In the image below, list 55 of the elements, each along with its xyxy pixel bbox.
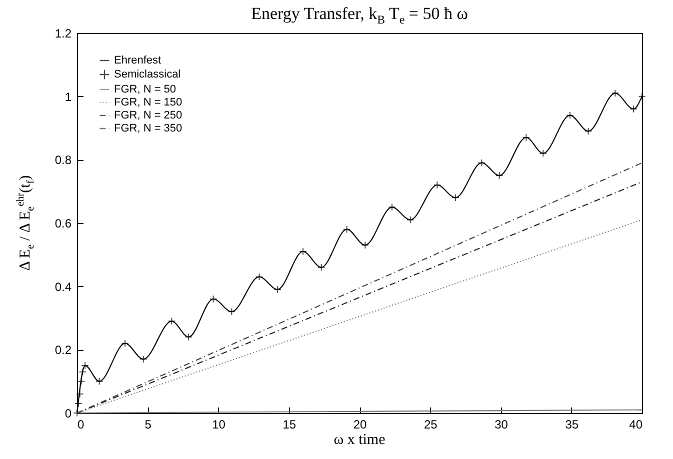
x-axis-title: ω x time <box>332 432 386 449</box>
chart-title: Energy Transfer, k$_{B}$ T$_{e}$ = 50 ħ ω <box>250 4 469 28</box>
point <box>299 248 307 256</box>
x-tick-label: 30 <box>494 418 508 432</box>
point <box>78 368 87 376</box>
point <box>566 111 574 120</box>
x-tick-label: 5 <box>144 418 152 432</box>
point <box>584 127 592 136</box>
point <box>318 263 326 272</box>
point <box>342 225 351 234</box>
point <box>361 241 370 250</box>
point <box>76 390 84 398</box>
point <box>433 181 442 189</box>
point <box>630 105 638 113</box>
x-tick-label: 0 <box>78 418 84 432</box>
y-tick-label: 0.8 <box>54 153 72 168</box>
x-tick-label: 20 <box>353 418 367 432</box>
point <box>140 355 148 364</box>
point <box>209 295 218 303</box>
y-tick-label: 0.6 <box>54 216 72 230</box>
legend-label: FGR, N = 50 <box>114 84 176 96</box>
point <box>388 203 396 212</box>
point <box>255 272 264 281</box>
x-tick-label: 40 <box>629 418 643 432</box>
y-tick-label: 0 <box>64 406 72 420</box>
point <box>74 400 82 408</box>
point <box>406 216 414 224</box>
point <box>228 308 236 316</box>
y-tick-label: 0.4 <box>54 280 72 294</box>
point <box>638 92 646 100</box>
point <box>81 362 89 370</box>
point <box>539 149 547 158</box>
x-tick-label: 15 <box>282 418 296 432</box>
point <box>495 172 504 180</box>
legend-label: FGR, N = 150 <box>114 96 182 108</box>
legend-label: FGR, N = 250 <box>114 110 182 122</box>
point <box>184 333 192 341</box>
point <box>478 158 486 167</box>
point <box>95 377 104 386</box>
legend-label: FGR, N = 350 <box>114 122 182 134</box>
point <box>77 377 86 386</box>
point <box>611 89 620 98</box>
point <box>121 339 129 348</box>
point <box>452 194 460 202</box>
x-tick-label: 25 <box>424 418 438 432</box>
point <box>168 317 176 326</box>
y-tick-label: 0.2 <box>54 343 72 358</box>
legend-label: Semiclassical <box>114 68 181 80</box>
point <box>274 286 282 294</box>
point <box>522 134 530 142</box>
legend-label: Ehrenfest <box>114 54 162 66</box>
y-tick-label: 1.2 <box>54 26 72 40</box>
x-tick-label: 10 <box>212 418 226 432</box>
y-tick-label: 1 <box>64 90 72 104</box>
x-tick-label: 35 <box>565 418 579 432</box>
